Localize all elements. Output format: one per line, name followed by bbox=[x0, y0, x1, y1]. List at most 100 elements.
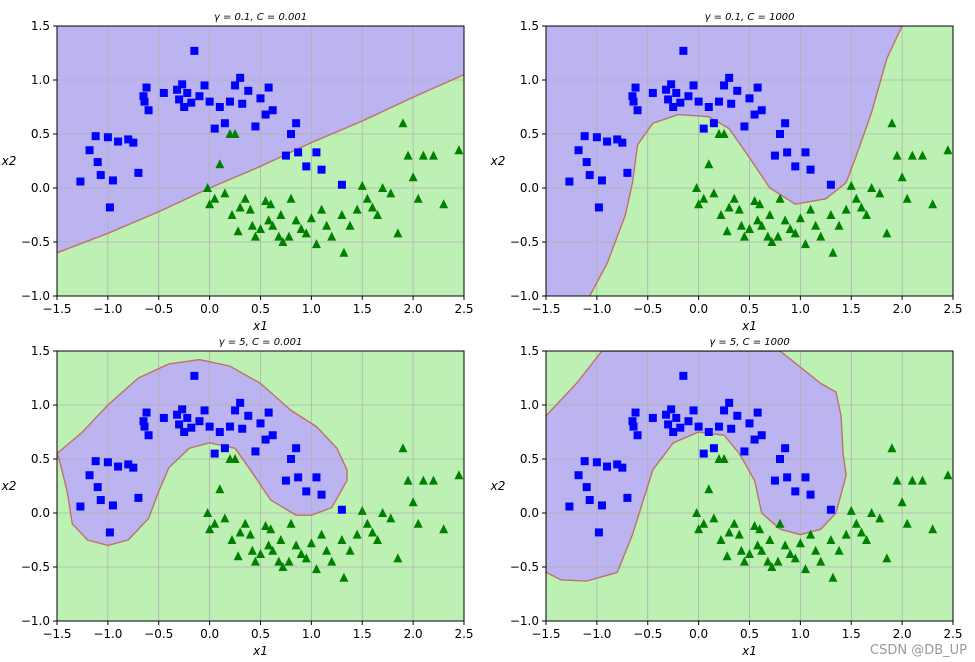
class1-triangle-point bbox=[393, 228, 403, 238]
class0-square-point bbox=[648, 88, 657, 97]
class0-square-point bbox=[292, 444, 301, 453]
decision-boundary bbox=[57, 358, 348, 547]
class0-square-point bbox=[597, 501, 606, 510]
class0-square-point bbox=[791, 487, 800, 496]
class0-square-point bbox=[187, 98, 196, 107]
class1-triangle-point bbox=[763, 231, 773, 241]
class1-triangle-point bbox=[230, 454, 240, 463]
y-tick-label: 0.5 bbox=[31, 452, 50, 466]
class1-triangle-point bbox=[875, 188, 885, 198]
class0-square-point bbox=[205, 422, 214, 431]
x-tick-label: 0.0 bbox=[689, 302, 708, 316]
class1-triangle-point bbox=[276, 535, 286, 544]
watermark: CSDN @DB_UP bbox=[870, 643, 967, 658]
class1-triangle-point bbox=[250, 556, 260, 566]
class0-square-point bbox=[220, 444, 229, 453]
class0-square-point bbox=[613, 135, 622, 144]
x-tick-label: 2.5 bbox=[454, 627, 473, 641]
class0-square-point bbox=[757, 106, 766, 115]
class0-square-point bbox=[200, 406, 209, 415]
class0-square-point bbox=[628, 417, 637, 426]
class1-triangle-point bbox=[765, 535, 775, 544]
class1-triangle-point bbox=[724, 202, 734, 212]
class1-triangle-point bbox=[284, 556, 294, 566]
class1-triangle-point bbox=[841, 529, 851, 539]
class1-triangle-point bbox=[826, 535, 836, 544]
class1-triangle-point bbox=[403, 150, 413, 160]
class0-square-point bbox=[268, 106, 277, 115]
class0-square-point bbox=[225, 422, 234, 431]
x-tick-label: 1.5 bbox=[842, 627, 861, 641]
class0-square-point bbox=[76, 502, 85, 511]
x-axis-label: x1 bbox=[252, 319, 268, 333]
class0-square-point bbox=[594, 528, 603, 537]
y-tick-label: 1.0 bbox=[31, 398, 50, 412]
class0-square-point bbox=[672, 413, 681, 422]
x-tick-label: 1.5 bbox=[353, 302, 372, 316]
class1-triangle-point bbox=[739, 231, 749, 241]
class0-square-point bbox=[238, 424, 247, 433]
class0-square-point bbox=[93, 158, 102, 167]
class1-triangle-point bbox=[233, 226, 243, 236]
class1-triangle-point bbox=[286, 518, 296, 528]
class0-square-point bbox=[205, 97, 214, 106]
class1-triangle-point bbox=[736, 545, 746, 555]
class1-triangle-point bbox=[235, 527, 245, 537]
class0-square-point bbox=[714, 97, 723, 106]
class0-square-point bbox=[139, 417, 148, 426]
class0-square-point bbox=[142, 83, 151, 92]
class1-triangle-point bbox=[862, 210, 872, 219]
class0-square-point bbox=[806, 165, 815, 174]
y-tick-label: 0.5 bbox=[31, 127, 50, 141]
class0-square-point bbox=[124, 135, 133, 144]
class1-triangle-point bbox=[367, 202, 377, 212]
x-tick-label: 0.5 bbox=[251, 302, 270, 316]
class0-square-point bbox=[76, 177, 85, 186]
x-tick-label: 0.5 bbox=[740, 627, 759, 641]
class1-triangle-point bbox=[887, 118, 897, 128]
class0-square-point bbox=[725, 73, 734, 82]
class1-triangle-point bbox=[699, 518, 709, 528]
class0-square-point bbox=[317, 165, 326, 174]
class0-region bbox=[57, 359, 347, 546]
class0-square-point bbox=[190, 46, 199, 55]
class1-triangle-point bbox=[276, 210, 286, 219]
x-tick-label: 2.0 bbox=[404, 627, 423, 641]
class1-triangle-point bbox=[795, 538, 805, 548]
class1-triangle-point bbox=[215, 159, 225, 169]
class1-triangle-point bbox=[386, 513, 396, 523]
class0-square-point bbox=[633, 106, 642, 115]
class0-square-point bbox=[114, 137, 123, 146]
class1-triangle-point bbox=[882, 553, 892, 563]
class1-triangle-point bbox=[841, 204, 851, 214]
class1-triangle-point bbox=[867, 508, 877, 517]
class0-square-point bbox=[740, 122, 749, 131]
class1-triangle-point bbox=[928, 524, 938, 534]
class0-square-point bbox=[134, 493, 143, 502]
class0-square-point bbox=[287, 455, 296, 463]
class0-square-point bbox=[757, 431, 766, 440]
class0-square-point bbox=[664, 95, 673, 104]
class1-triangle-point bbox=[215, 484, 225, 494]
class1-triangle-point bbox=[722, 226, 732, 236]
class1-triangle-point bbox=[418, 475, 428, 485]
class1-triangle-point bbox=[811, 545, 821, 555]
class1-triangle-point bbox=[454, 470, 464, 480]
class0-square-point bbox=[684, 417, 693, 426]
y-tick-label: 0.0 bbox=[520, 506, 539, 520]
class1-triangle-point bbox=[311, 564, 321, 574]
class0-square-point bbox=[574, 146, 583, 155]
class1-triangle-point bbox=[413, 193, 423, 203]
x-tick-label: −0.5 bbox=[144, 627, 173, 641]
class0-square-point bbox=[783, 473, 792, 482]
class0-square-point bbox=[603, 137, 612, 146]
class1-triangle-point bbox=[268, 220, 278, 230]
class1-triangle-point bbox=[337, 210, 347, 219]
class1-triangle-point bbox=[235, 202, 245, 212]
class0-square-point bbox=[801, 148, 810, 157]
x-tick-label: 1.0 bbox=[302, 627, 321, 641]
class1-triangle-point bbox=[250, 231, 260, 241]
class0-square-point bbox=[173, 410, 182, 419]
class1-triangle-point bbox=[722, 551, 732, 561]
class0-square-point bbox=[667, 405, 676, 414]
